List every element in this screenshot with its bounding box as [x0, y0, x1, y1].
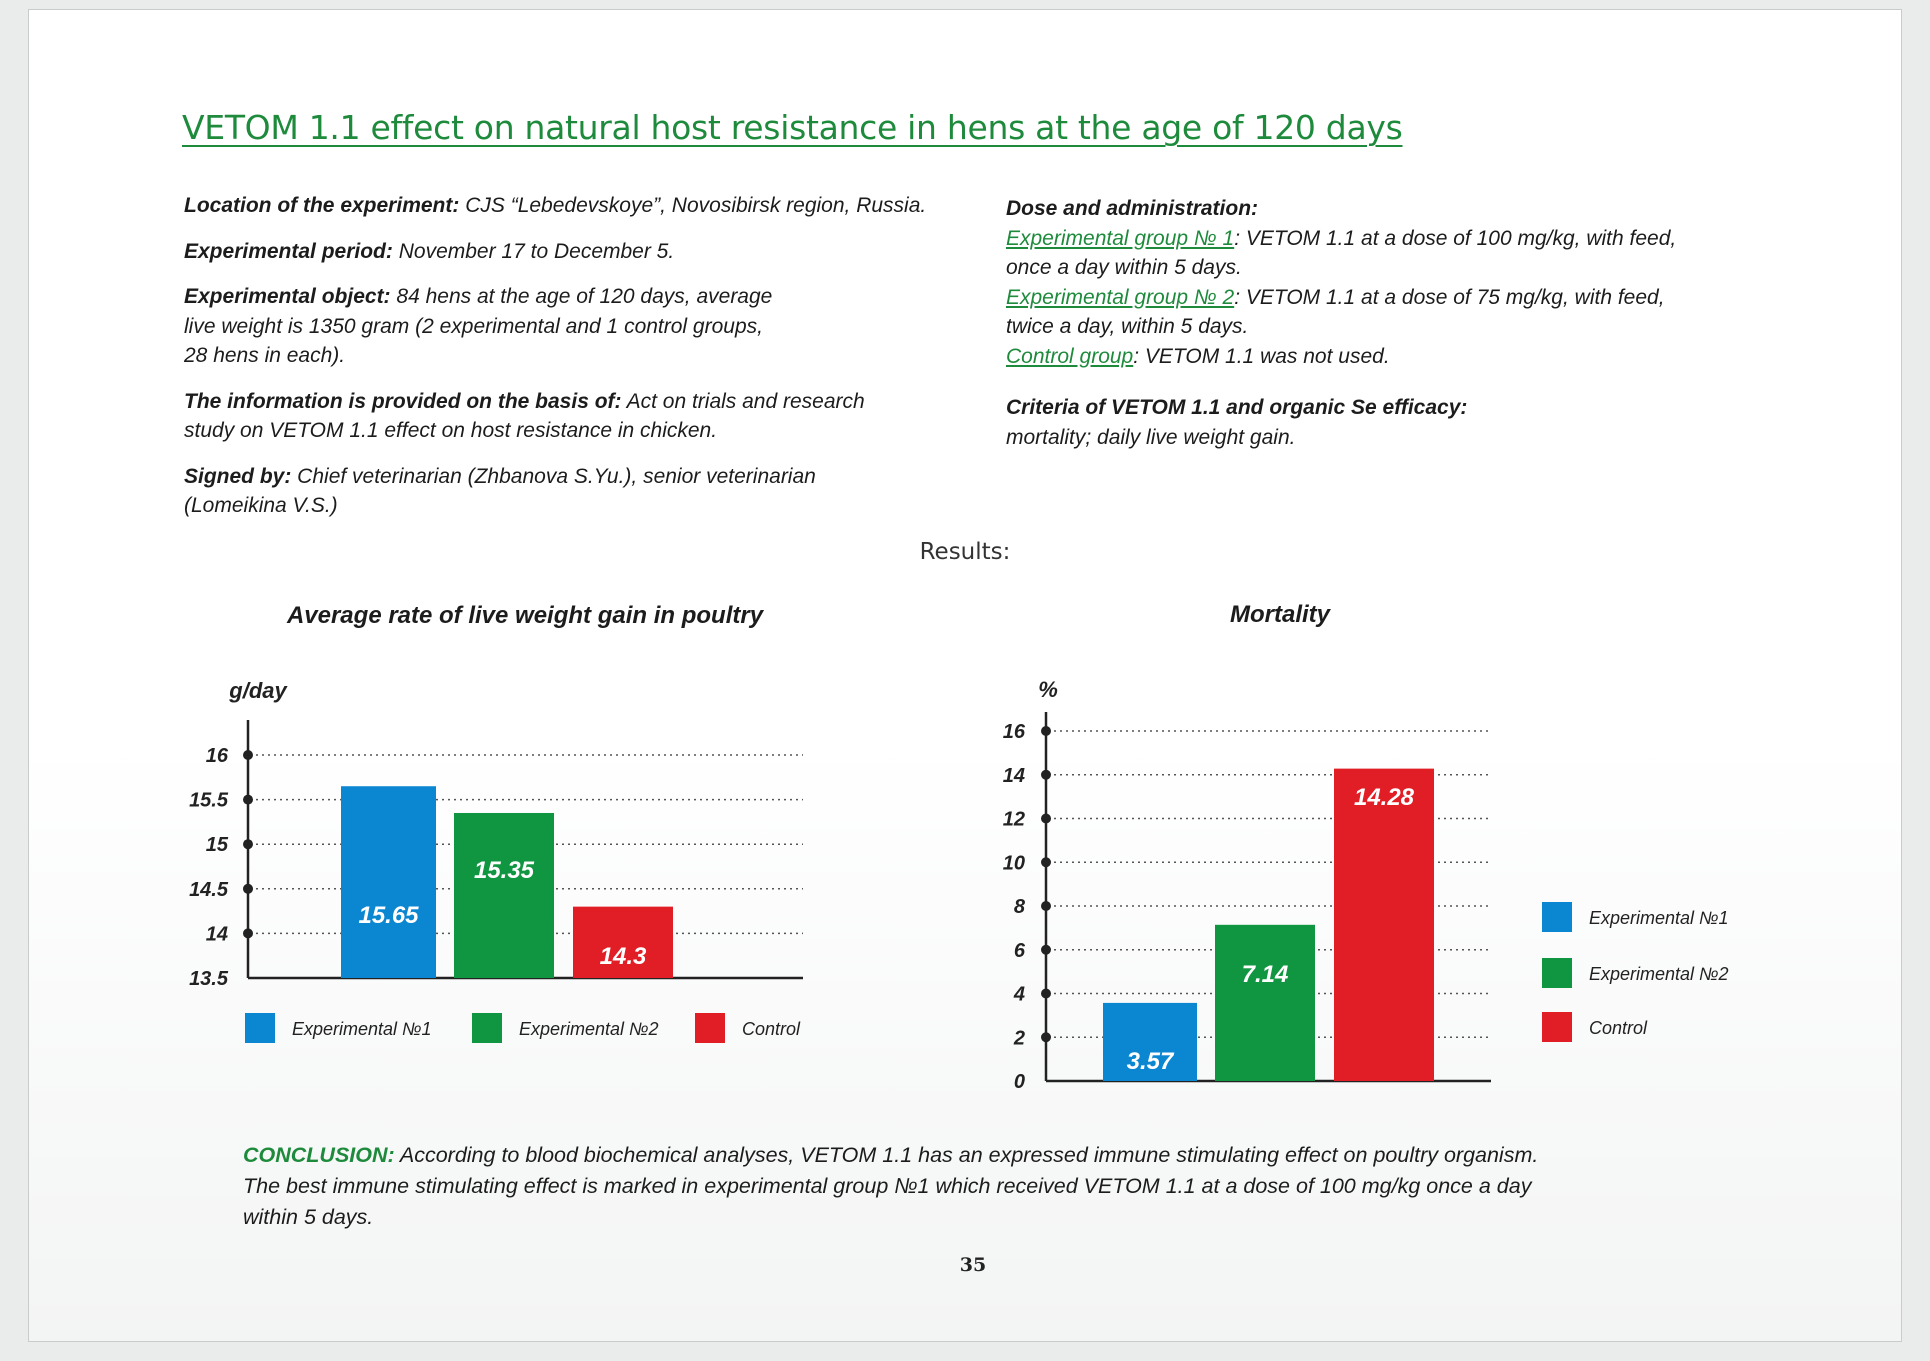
period-line: Experimental period: November 17 to Dece…	[184, 239, 675, 263]
y-tick-label: 14	[1003, 765, 1025, 787]
y-tick-label: 2	[1013, 1027, 1025, 1049]
results-heading: Results:	[919, 539, 1011, 565]
bar-2	[1215, 924, 1315, 1081]
group1-link[interactable]: Experimental group № 1	[1006, 226, 1235, 250]
y-tick-dot	[1041, 988, 1051, 999]
legend-swatch-1	[1542, 902, 1572, 932]
control-group-link[interactable]: Control group	[1006, 344, 1134, 368]
y-axis-label: g/day	[228, 678, 288, 703]
y-tick-label: 10	[1003, 852, 1025, 874]
legend-swatch-1	[245, 1013, 275, 1043]
y-tick-label: 13.5	[189, 968, 229, 990]
bar-1	[1103, 1002, 1197, 1081]
y-tick-dot	[243, 794, 253, 805]
dose-block: Dose and administration: Experimental gr…	[1006, 197, 1677, 368]
y-tick-dot	[1041, 726, 1051, 736]
legend-swatch-3	[1542, 1012, 1572, 1042]
legend-entry: Control	[742, 1019, 801, 1039]
data-label: 14.3	[600, 943, 647, 970]
chart-title-mortality: Mortality	[1229, 601, 1330, 628]
y-tick-label: 15	[206, 834, 229, 856]
legend-entry: Experimental №2	[1589, 964, 1729, 984]
y-tick-dot	[1041, 1032, 1051, 1043]
legend-swatch-2	[1542, 958, 1572, 988]
object-line: Experimental object: 84 hens at the age …	[184, 285, 773, 367]
data-label: 15.65	[358, 902, 419, 929]
conclusion: CONCLUSION: According to blood biochemic…	[243, 1143, 1539, 1229]
y-tick-label: 8	[1014, 896, 1026, 918]
signed-line: Signed by: Chief veterinarian (Zhbanova …	[184, 464, 816, 518]
data-label: 3.57	[1127, 1048, 1175, 1075]
dose-details: Dose and administration: Experimental gr…	[1006, 194, 1786, 464]
y-tick-label: 6	[1014, 940, 1026, 962]
y-tick-label: 14.5	[189, 879, 229, 901]
document-page	[28, 9, 1902, 1342]
legend-entry: Experimental №1	[1589, 908, 1729, 928]
y-tick-dot	[243, 928, 253, 939]
y-tick-label: 0	[1014, 1071, 1025, 1093]
bar-1	[341, 786, 436, 978]
y-tick-label: 15.5	[189, 790, 229, 812]
legend-entry: Experimental №2	[519, 1019, 659, 1039]
y-tick-dot	[243, 839, 253, 850]
data-label: 7.14	[1242, 961, 1289, 988]
y-tick-label: 16	[1003, 721, 1026, 743]
y-tick-dot	[243, 883, 253, 894]
bar-2	[454, 812, 554, 978]
data-label: 15.35	[474, 857, 535, 884]
y-tick-dot	[1041, 813, 1051, 824]
y-axis-label: %	[1038, 677, 1058, 702]
legend-entry: Experimental №1	[292, 1019, 432, 1039]
y-tick-dot	[243, 750, 253, 760]
page-title: VETOM 1.1 effect on natural host resista…	[182, 108, 1403, 147]
chart-title-weight-gain: Average rate of live weight gain in poul…	[286, 602, 764, 629]
bar-3	[1334, 768, 1434, 1081]
data-label: 14.28	[1354, 784, 1415, 811]
group2-link[interactable]: Experimental group № 2	[1006, 285, 1235, 309]
legend-entry: Control	[1589, 1018, 1648, 1038]
legend-swatch-3	[695, 1013, 725, 1043]
location-line: Location of the experiment: CJS “Lebedev…	[184, 194, 927, 217]
criteria-block: Criteria of VETOM 1.1 and organic Se eff…	[1006, 396, 1468, 449]
basis-line: The information is provided on the basis…	[184, 389, 865, 443]
y-tick-label: 4	[1013, 984, 1025, 1006]
experiment-details: Location of the experiment: CJS “Lebedev…	[184, 191, 984, 537]
y-tick-label: 12	[1003, 809, 1025, 831]
y-tick-dot	[1041, 857, 1051, 868]
y-tick-label: 16	[206, 745, 229, 767]
bar-3	[573, 906, 673, 978]
conclusion-label: CONCLUSION:	[243, 1143, 395, 1167]
y-tick-dot	[1041, 901, 1051, 911]
page-number: 35	[959, 1254, 987, 1276]
y-tick-label: 14	[206, 923, 228, 945]
y-tick-dot	[1041, 944, 1051, 955]
legend-swatch-2	[472, 1013, 502, 1043]
y-tick-dot	[1041, 769, 1051, 780]
